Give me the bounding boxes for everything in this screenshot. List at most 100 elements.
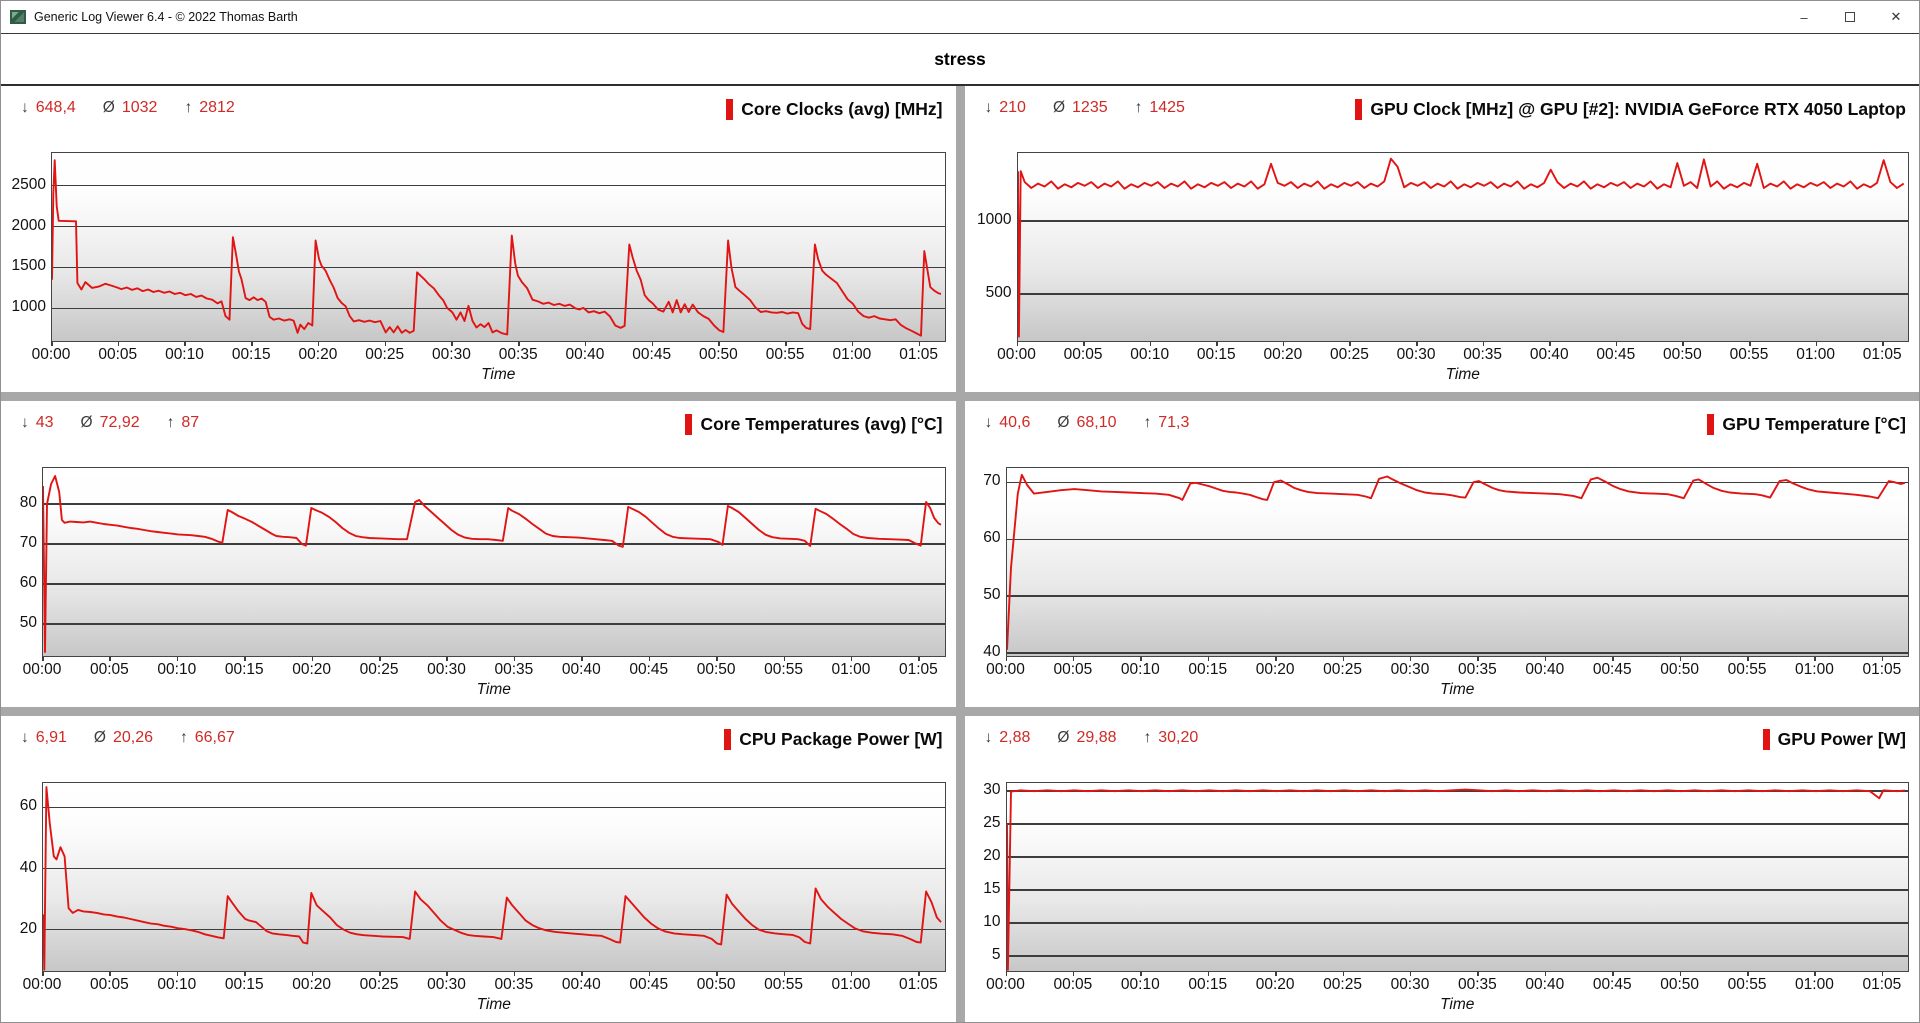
x-tick-label: 00:35 [494,976,534,993]
grid-line [43,929,945,931]
x-tick [518,342,520,346]
x-tick-label: 00:15 [224,976,264,993]
chart-stats: ↓ 2,88 Ø 29,88 ↑ 30,20 [985,729,1199,747]
plot-area[interactable] [1005,782,1909,972]
plot-area[interactable] [42,467,946,657]
chart-title: GPU Power [W] [1777,729,1906,749]
title-bar[interactable]: Generic Log Viewer 6.4 - © 2022 Thomas B… [1,1,1919,34]
stat-avg: Ø 68,10 [1057,414,1116,432]
x-tick-label: 00:05 [90,976,129,993]
max-arrow-icon: ↑ [1143,414,1152,431]
x-tick [109,972,111,976]
x-tick-label: 00:30 [427,976,466,993]
x-tick [1282,342,1285,346]
average-icon: Ø [1052,99,1066,116]
x-tick [851,342,854,346]
chart-title-group: GPU Clock [MHz] @ GPU [#2]: NVIDIA GeFor… [1355,99,1906,120]
plot-area[interactable] [1005,467,1909,657]
stat-avg: Ø 29,88 [1057,729,1116,747]
x-tick [317,342,320,346]
grid-line [52,307,945,309]
x-tick [513,657,516,661]
grid-line [1006,538,1908,540]
x-tick-label: 01:05 [1862,976,1902,993]
min-arrow-icon: ↓ [21,414,29,431]
x-tick-label: 00:20 [292,661,332,678]
series-canvas [52,159,942,337]
plot-area[interactable] [51,152,946,342]
series-line [1017,157,1904,338]
stat-avg-value: 20,26 [112,729,153,746]
x-tick [1747,657,1749,661]
y-tick-label: 2500 [11,175,46,193]
x-tick [1815,342,1818,346]
grid-line [1017,220,1908,222]
stat-max: ↑ 87 [167,414,200,432]
chart-title: GPU Temperature [°C] [1722,414,1906,434]
x-tick [446,657,448,661]
x-tick-label: 00:55 [764,976,803,993]
x-tick-label: 00:30 [427,661,466,678]
series-canvas [1006,473,1905,650]
x-tick-label: 00:45 [629,661,669,678]
chart-title-group: GPU Temperature [°C] [1707,414,1906,435]
stat-min-value: 6,91 [35,729,67,746]
stat-max-value: 30,20 [1158,729,1199,746]
x-tick-label: 00:40 [1529,346,1569,363]
chart-header: ↓ 648,4 Ø 1032 ↑ 2812 Core Clocks (avg) … [1,86,956,132]
x-axis-labels: 00:00 00:05 00:10 00:15 00:20 00:25 00:30 00:35… [32,342,946,366]
chart-panel: ↓ 43 Ø 72,92 ↑ 87 Core Temperatures (avg… [1,401,956,707]
maximize-button[interactable] [1827,1,1873,33]
min-arrow-icon: ↓ [21,729,29,746]
x-tick-label: 00:55 [765,346,805,363]
stat-avg-value: 1235 [1072,99,1108,116]
stat-min: ↓ 210 [985,99,1026,117]
chart-title: CPU Package Power [W] [739,729,943,749]
close-button[interactable]: ✕ [1890,9,1902,24]
x-tick-label: 00:05 [1053,661,1093,678]
grid-line [1006,955,1908,957]
plot-area[interactable] [42,782,946,972]
x-tick-label: 00:20 [1255,976,1295,993]
x-tick-label: 00:00 [986,661,1025,678]
x-tick-label: 00:10 [1120,661,1160,678]
stat-min-value: 43 [35,414,54,431]
x-tick-label: 01:05 [1862,346,1902,363]
y-axis-labels: 5 10 15 20 25 30 [965,781,1006,972]
x-tick [244,972,246,976]
grid-line [43,867,945,870]
minimize-button[interactable]: – [1800,9,1808,25]
x-tick [918,342,921,346]
chart-title: Core Temperatures (avg) [°C] [700,414,943,434]
x-axis-title: Time [1440,681,1475,698]
min-arrow-icon: ↓ [21,99,29,116]
stat-min: ↓ 648,4 [21,99,76,117]
x-tick-label: 00:15 [1188,661,1228,678]
stat-avg: Ø 20,26 [94,729,153,747]
grid-line [1006,922,1908,924]
x-axis-labels: 00:00 00:05 00:10 00:15 00:20 00:25 00:30 00:35… [986,657,1910,681]
x-tick-label: 00:40 [1525,976,1565,993]
x-tick-label: 00:45 [1596,346,1636,363]
x-tick [176,972,179,976]
x-tick-label: 00:00 [986,976,1025,993]
x-tick [1207,972,1210,976]
x-tick-label: 00:35 [1457,661,1497,678]
y-tick-label: 5 [991,945,1001,963]
grid-line [52,225,945,228]
x-tick [1140,972,1142,976]
x-tick [1882,342,1884,346]
series-line [1006,788,1905,971]
stat-min-value: 40,6 [999,414,1031,431]
x-tick [716,972,718,976]
x-tick [1549,342,1551,346]
x-tick [1881,972,1884,976]
grid-line [43,503,945,505]
stat-max: ↑ 66,67 [180,729,235,747]
grid-line [1006,823,1908,825]
grid-line [43,806,945,809]
x-tick [783,657,786,661]
plot-area[interactable] [1016,152,1909,342]
x-axis-title: Time [476,681,511,698]
